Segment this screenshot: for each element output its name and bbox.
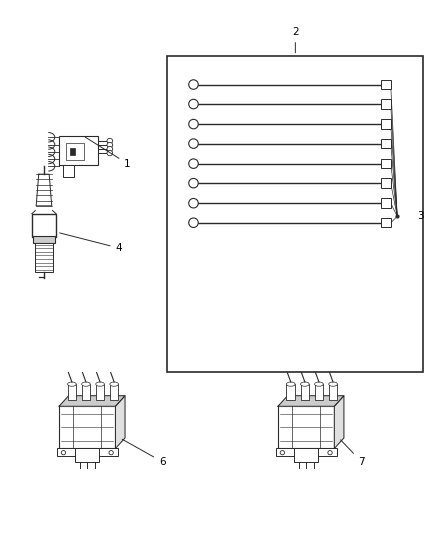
Bar bbox=[81, 384, 90, 400]
Bar bbox=[110, 384, 118, 400]
Ellipse shape bbox=[107, 139, 113, 143]
Polygon shape bbox=[59, 395, 125, 406]
Ellipse shape bbox=[188, 218, 198, 228]
Ellipse shape bbox=[286, 382, 294, 386]
Bar bbox=[75, 448, 99, 462]
Bar bbox=[380, 159, 390, 168]
Polygon shape bbox=[115, 395, 125, 448]
Bar bbox=[300, 384, 308, 400]
Ellipse shape bbox=[107, 142, 113, 148]
Ellipse shape bbox=[188, 119, 198, 129]
Polygon shape bbox=[277, 395, 343, 406]
Bar bbox=[64, 165, 74, 177]
Bar bbox=[380, 198, 390, 208]
Bar bbox=[59, 406, 115, 448]
Bar bbox=[70, 148, 75, 155]
Bar bbox=[380, 119, 390, 129]
Ellipse shape bbox=[188, 99, 198, 109]
Ellipse shape bbox=[67, 382, 76, 386]
Bar bbox=[167, 55, 422, 372]
Bar bbox=[380, 179, 390, 188]
Text: 3: 3 bbox=[416, 212, 422, 221]
Ellipse shape bbox=[81, 382, 90, 386]
Bar bbox=[380, 139, 390, 148]
Bar bbox=[286, 384, 294, 400]
Ellipse shape bbox=[109, 450, 113, 455]
Ellipse shape bbox=[300, 382, 308, 386]
Text: 4: 4 bbox=[60, 233, 122, 253]
Bar bbox=[293, 448, 318, 462]
Ellipse shape bbox=[95, 382, 104, 386]
Ellipse shape bbox=[188, 179, 198, 188]
Bar bbox=[33, 237, 55, 243]
Ellipse shape bbox=[107, 150, 113, 156]
Ellipse shape bbox=[188, 198, 198, 208]
Bar bbox=[277, 406, 334, 448]
Ellipse shape bbox=[107, 147, 113, 152]
Text: 1: 1 bbox=[85, 137, 131, 168]
Ellipse shape bbox=[188, 139, 198, 148]
Bar bbox=[95, 384, 104, 400]
Bar bbox=[275, 448, 336, 456]
Ellipse shape bbox=[110, 382, 118, 386]
Bar bbox=[380, 218, 390, 228]
Bar bbox=[380, 80, 390, 90]
Ellipse shape bbox=[61, 450, 65, 455]
Text: 6: 6 bbox=[122, 439, 165, 467]
Bar bbox=[380, 99, 390, 109]
Bar bbox=[32, 214, 56, 238]
Bar bbox=[67, 384, 76, 400]
Bar bbox=[59, 136, 98, 165]
Bar bbox=[57, 448, 117, 456]
Text: 2: 2 bbox=[291, 27, 298, 53]
Ellipse shape bbox=[279, 450, 284, 455]
Ellipse shape bbox=[188, 159, 198, 168]
Polygon shape bbox=[334, 395, 343, 448]
Ellipse shape bbox=[328, 382, 337, 386]
Ellipse shape bbox=[314, 382, 322, 386]
Bar bbox=[314, 384, 322, 400]
Bar bbox=[328, 384, 337, 400]
Bar bbox=[65, 143, 84, 160]
Ellipse shape bbox=[327, 450, 332, 455]
Ellipse shape bbox=[188, 80, 198, 90]
Bar bbox=[35, 243, 53, 272]
Text: 7: 7 bbox=[340, 440, 364, 467]
Polygon shape bbox=[36, 174, 52, 206]
